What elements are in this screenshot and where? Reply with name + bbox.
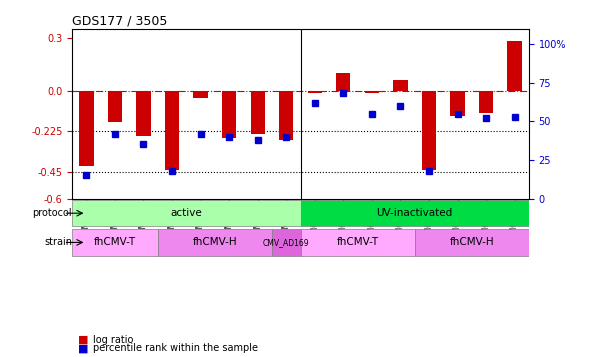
Bar [136,91,151,136]
Bar [479,91,493,113]
Bar [450,91,465,116]
Text: active: active [171,208,202,218]
FancyBboxPatch shape [72,229,157,256]
Bar [336,73,350,91]
FancyBboxPatch shape [415,229,529,256]
Text: ■: ■ [78,335,88,345]
Text: strain: strain [44,237,72,247]
Bar [108,91,122,122]
Text: UV-inactivated: UV-inactivated [377,208,453,218]
FancyBboxPatch shape [272,229,300,256]
Text: protocol: protocol [32,208,72,218]
Text: log ratio: log ratio [93,335,133,345]
Bar [194,91,208,99]
Bar [222,91,236,138]
Bar [422,91,436,170]
FancyBboxPatch shape [72,200,300,226]
FancyBboxPatch shape [157,229,272,256]
FancyBboxPatch shape [300,200,529,226]
Bar [393,80,407,91]
Bar [79,91,94,166]
Bar [165,91,179,170]
Text: fhCMV-T: fhCMV-T [337,237,379,247]
Bar [365,91,379,93]
Text: percentile rank within the sample: percentile rank within the sample [93,343,258,353]
Bar [507,41,522,91]
Bar [251,91,265,134]
Bar [279,91,293,140]
FancyBboxPatch shape [300,229,415,256]
Bar [308,91,322,93]
Text: fhCMV-H: fhCMV-H [192,237,237,247]
Text: fhCMV-H: fhCMV-H [450,237,494,247]
Text: ■: ■ [78,343,88,353]
Text: fhCMV-T: fhCMV-T [94,237,136,247]
Text: GDS177 / 3505: GDS177 / 3505 [72,14,168,27]
Text: CMV_AD169: CMV_AD169 [263,238,310,247]
